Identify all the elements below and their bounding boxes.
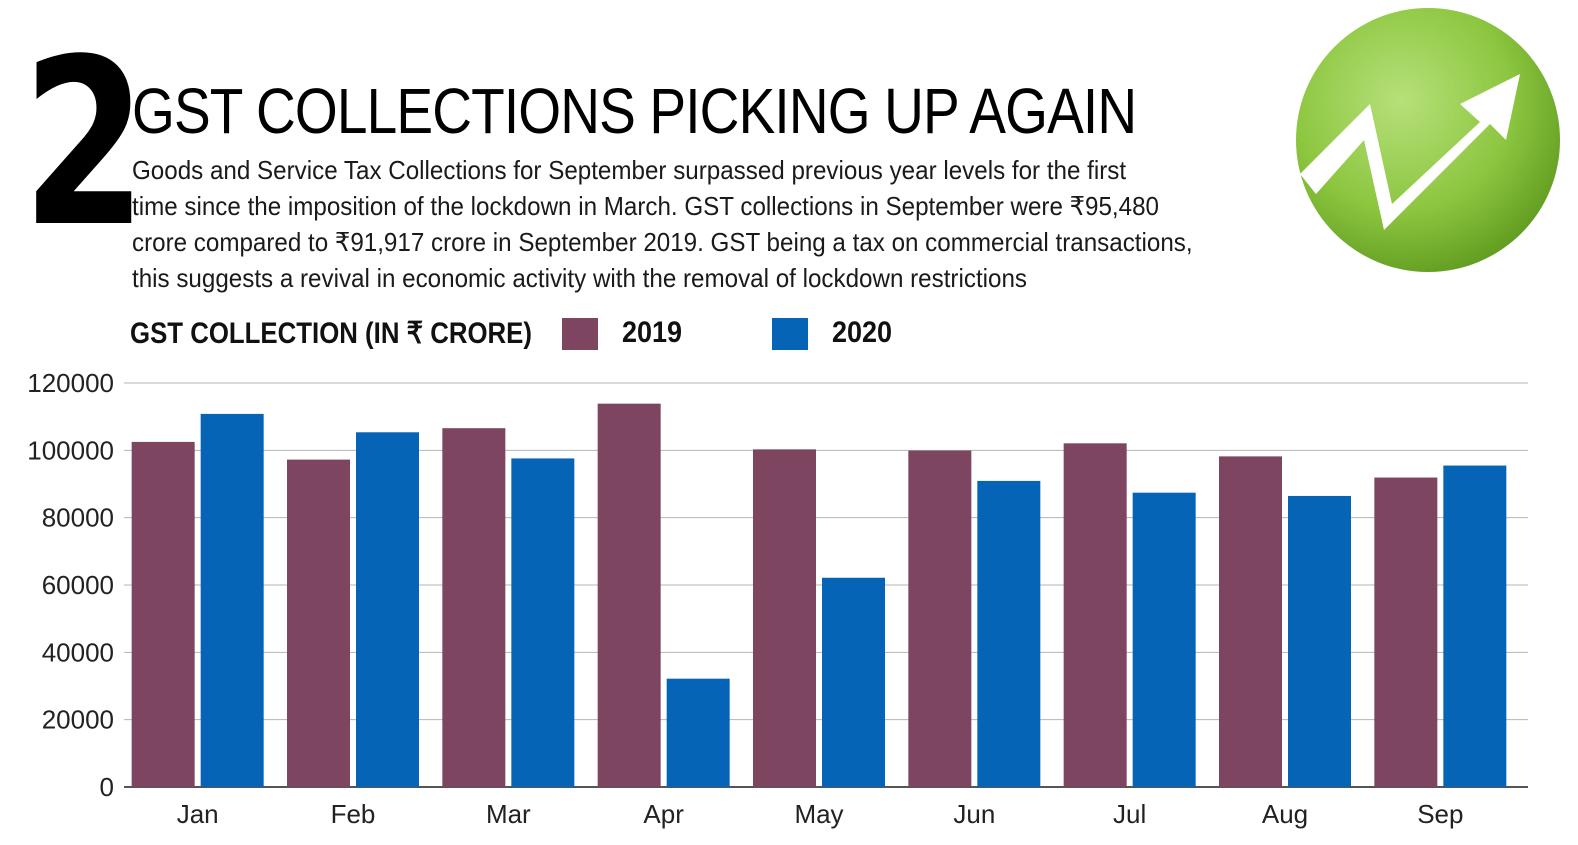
x-tick-label-Mar: Mar bbox=[486, 799, 531, 829]
description: Goods and Service Tax Collections for Se… bbox=[132, 152, 1341, 296]
headline: GST COLLECTIONS PICKING UP AGAIN bbox=[132, 75, 1137, 147]
bar-2019-May bbox=[753, 449, 816, 787]
bar-2020-Mar bbox=[511, 458, 575, 787]
y-tick-label-40000: 40000 bbox=[42, 637, 114, 667]
x-tick-label-Sep: Sep bbox=[1417, 799, 1463, 829]
story-number: 2 bbox=[22, 11, 147, 278]
x-tick-label-Jun: Jun bbox=[953, 799, 995, 829]
bar-2019-Jun bbox=[908, 450, 972, 787]
bar-2019-Feb bbox=[287, 459, 350, 787]
description-line-2: time since the imposition of the lockdow… bbox=[132, 191, 1159, 221]
x-tick-label-Jul: Jul bbox=[1113, 799, 1146, 829]
trend-up-arrow-icon bbox=[1296, 8, 1560, 272]
y-tick-label-120000: 120000 bbox=[27, 368, 114, 398]
legend-swatch-2019 bbox=[562, 318, 598, 350]
x-tick-label-Aug: Aug bbox=[1262, 799, 1308, 829]
bar-2020-Feb bbox=[356, 432, 419, 787]
bar-2019-Sep bbox=[1374, 477, 1438, 787]
y-tick-label-60000: 60000 bbox=[42, 570, 114, 600]
y-tick-label-20000: 20000 bbox=[42, 705, 114, 735]
x-tick-label-May: May bbox=[794, 799, 843, 829]
bar-2020-Jul bbox=[1132, 492, 1196, 787]
bar-2019-Apr bbox=[597, 403, 661, 787]
description-line-3: crore compared to ₹91,917 crore in Septe… bbox=[132, 227, 1193, 257]
bar-2019-Jul bbox=[1063, 443, 1127, 787]
y-tick-label-80000: 80000 bbox=[42, 503, 114, 533]
bar-2019-Jan bbox=[131, 441, 195, 787]
description-line-1: Goods and Service Tax Collections for Se… bbox=[132, 155, 1127, 185]
chart-title: GST COLLECTION (IN ₹ CRORE) bbox=[130, 317, 532, 350]
bar-2019-Aug bbox=[1219, 456, 1282, 787]
legend-swatch-2020 bbox=[772, 318, 808, 350]
logo-arrow bbox=[1300, 74, 1520, 230]
legend-label-2020: 2020 bbox=[832, 316, 893, 349]
y-tick-label-100000: 100000 bbox=[27, 435, 114, 465]
bar-2020-May bbox=[822, 577, 885, 787]
bar-2020-Sep bbox=[1443, 465, 1507, 787]
x-tick-label-Jan: Jan bbox=[177, 799, 219, 829]
x-tick-label-Feb: Feb bbox=[331, 799, 376, 829]
bar-2020-Aug bbox=[1288, 495, 1351, 787]
bar-2020-Apr bbox=[666, 678, 730, 787]
x-tick-label-Apr: Apr bbox=[643, 799, 684, 829]
bar-2020-Jun bbox=[977, 480, 1041, 787]
legend-label-2019: 2019 bbox=[622, 316, 683, 349]
logo-circle bbox=[1296, 8, 1560, 272]
bar-chart: 0 20000 40000 60000 80000 100000 120000 Jan Feb M… bbox=[27, 368, 1528, 829]
bar-2020-Jan bbox=[200, 413, 264, 787]
y-tick-label-0: 0 bbox=[100, 772, 114, 802]
bar-2019-Mar bbox=[442, 428, 506, 787]
description-line-4: this suggests a revival in economic acti… bbox=[132, 263, 1028, 293]
